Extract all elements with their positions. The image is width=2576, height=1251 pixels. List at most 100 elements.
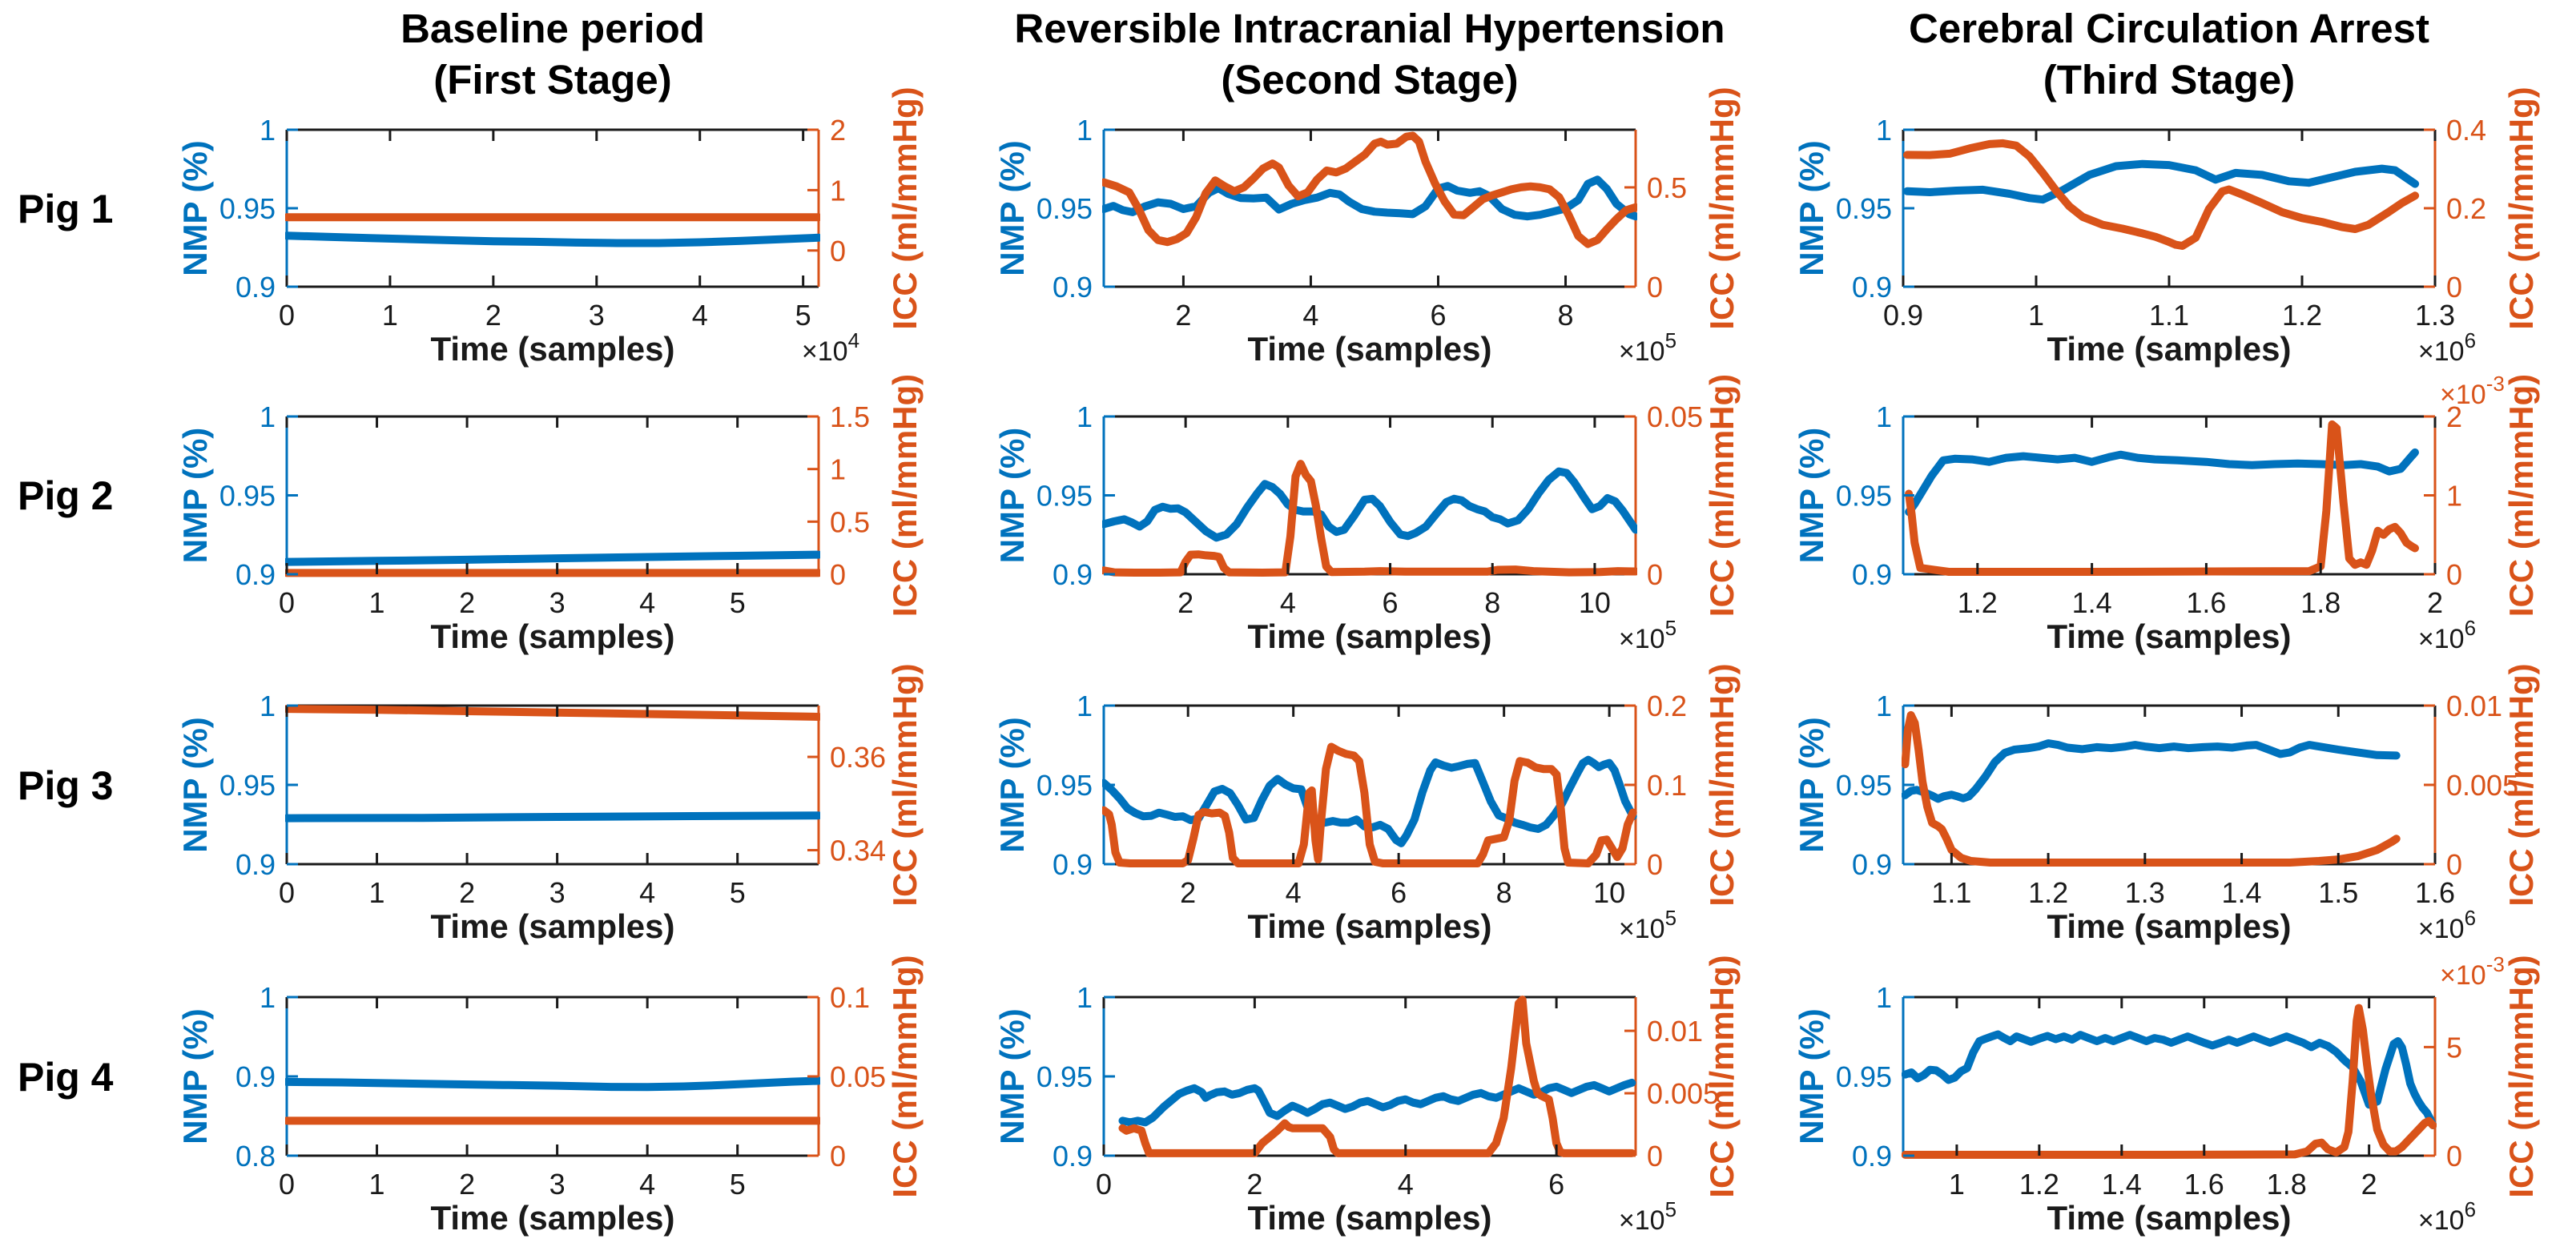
left-tick-label: 0.9 (235, 1060, 276, 1093)
x-tick-label: 8 (1558, 299, 1574, 332)
x-tick-label: 5 (730, 876, 746, 909)
left-axis-label: NMP (%) (993, 717, 1031, 853)
left-tick-label: 0.9 (1053, 848, 1093, 881)
right-tick-label: 0.1 (1647, 769, 1687, 802)
series-icc (1102, 131, 1637, 248)
series-nmp (285, 811, 820, 823)
x-tick-label: 1.2 (2019, 1168, 2059, 1201)
left-tick-label: 0.8 (235, 1140, 276, 1173)
series-nmp (1905, 448, 2419, 517)
series-nmp (1903, 159, 2420, 204)
right-tick-label: 1 (2446, 480, 2462, 513)
left-tick-label: 0.9 (235, 271, 276, 304)
x-tick-label: 2 (485, 299, 501, 332)
x-exponent-label: ×105 (1619, 328, 1676, 367)
left-tick-label: 0.95 (1036, 769, 1093, 802)
left-tick-label: 0.9 (1852, 558, 1892, 591)
x-tick-label: 1 (369, 586, 385, 619)
x-tick-label: 0 (279, 876, 295, 909)
subplot-pig3-col1: 0 1 2 3 4 5 0.9 0.95 1 0.34 0.36 Time (samples) NMP … (176, 663, 924, 945)
x-axis-label: Time (samples) (430, 907, 674, 945)
x-axis-label: Time (samples) (430, 1199, 674, 1237)
left-tick-label: 0.95 (1036, 192, 1093, 225)
right-axis-label: ICC (ml/mmHg) (2502, 955, 2540, 1197)
right-tick-label: 0 (830, 235, 846, 267)
left-tick-label: 0.95 (1836, 769, 1892, 802)
right-axis-label: ICC (ml/mmHg) (2502, 663, 2540, 906)
right-tick-label: 2 (2446, 400, 2462, 433)
series-nmp (285, 231, 820, 247)
x-tick-label: 4 (1286, 876, 1302, 909)
left-tick-label: 1 (1077, 981, 1093, 1014)
x-tick-label: 4 (1302, 299, 1318, 332)
left-tick-label: 1 (260, 690, 276, 722)
x-tick-label: 0 (279, 299, 295, 332)
x-axis-label: Time (samples) (2047, 617, 2291, 655)
series-icc (1905, 420, 2419, 576)
x-tick-label: 0.9 (1883, 299, 1923, 332)
x-tick-label: 1 (369, 876, 385, 909)
left-tick-label: 1 (260, 114, 276, 147)
right-tick-label: 0.4 (2446, 114, 2486, 147)
series-icc (1102, 742, 1637, 867)
x-exponent-label: ×104 (802, 328, 859, 367)
right-tick-label: 0.5 (830, 505, 870, 538)
left-axis-label: NMP (%) (993, 140, 1031, 276)
series-nmp (1102, 467, 1637, 542)
right-tick-label: 0 (830, 558, 846, 591)
right-tick-label: 5 (2446, 1031, 2462, 1064)
x-tick-label: 1.4 (2222, 876, 2262, 909)
left-axis-label: NMP (%) (1793, 140, 1830, 276)
x-tick-label: 0 (279, 1168, 295, 1201)
right-exponent-label: ×10-3 (2440, 372, 2505, 410)
left-tick-label: 1 (1077, 690, 1093, 722)
left-axis-label: NMP (%) (1793, 1008, 1830, 1144)
x-exponent-label: ×106 (2418, 616, 2476, 654)
left-tick-label: 1 (1077, 114, 1093, 147)
x-tick-label: 1.6 (2415, 876, 2455, 909)
right-axis-label: ICC (ml/mmHg) (1703, 663, 1741, 906)
series-icc (1102, 460, 1637, 577)
subplot-pig4-col3: 1 1.2 1.4 1.6 1.8 2 0.9 0.95 1 0 5 Time (samples) NM… (1793, 952, 2540, 1237)
right-tick-label: 0 (1647, 1140, 1663, 1173)
x-tick-label: 1.8 (2267, 1168, 2307, 1201)
right-tick-label: 0.005 (2446, 769, 2518, 802)
left-tick-label: 1 (260, 981, 276, 1014)
right-tick-label: 0.005 (1647, 1077, 1719, 1110)
subplot-pig4-col1: 0 1 2 3 4 5 0.8 0.9 1 0 0.05 0.1 Time (samples) NMP (… (176, 955, 924, 1237)
right-axis-label: ICC (ml/mmHg) (2502, 86, 2540, 329)
subplot-pig2-col3: 1.2 1.4 1.6 1.8 2 0.9 0.95 1 0 1 2 Time (samples) NM… (1793, 372, 2540, 655)
x-axis-label: Time (samples) (1247, 1199, 1491, 1237)
left-axis-label: NMP (%) (1793, 717, 1830, 853)
left-axis-label: NMP (%) (176, 1008, 214, 1144)
right-tick-label: 0.01 (1647, 1015, 1703, 1048)
x-tick-label: 4 (692, 299, 708, 332)
subplot-pig2-col1: 0 1 2 3 4 5 0.9 0.95 1 0 0.5 1 1.5 Time (samples) NMP … (176, 374, 924, 655)
x-exponent-label: ×106 (2418, 1197, 2476, 1236)
series-nmp (285, 1076, 820, 1092)
x-tick-label: 1 (382, 299, 398, 332)
left-axis-label: NMP (%) (176, 140, 214, 276)
series-nmp (1102, 175, 1637, 221)
x-tick-label: 1.3 (2415, 299, 2455, 332)
left-tick-label: 0.95 (219, 480, 276, 513)
right-tick-label: 0.5 (1647, 171, 1687, 204)
x-tick-label: 1.2 (1958, 586, 1998, 619)
left-tick-label: 1 (1077, 400, 1093, 433)
series-nmp (1118, 1078, 1636, 1127)
left-axis-label: NMP (%) (993, 428, 1031, 564)
column-title-baseline-line2: (First Stage) (433, 57, 672, 103)
right-axis-label: ICC (ml/mmHg) (1703, 374, 1741, 617)
series-icc (285, 705, 820, 721)
right-tick-label: 0 (1647, 271, 1663, 304)
right-tick-label: 1 (830, 453, 846, 486)
x-tick-label: 2 (1180, 876, 1196, 909)
right-tick-label: 0 (2446, 1140, 2462, 1173)
right-axis-label: ICC (ml/mmHg) (1703, 86, 1741, 329)
left-axis-label: NMP (%) (1793, 428, 1830, 564)
right-axis-label: ICC (ml/mmHg) (2502, 374, 2540, 617)
x-axis-label: Time (samples) (430, 330, 674, 368)
right-tick-label: 0.05 (830, 1060, 886, 1093)
